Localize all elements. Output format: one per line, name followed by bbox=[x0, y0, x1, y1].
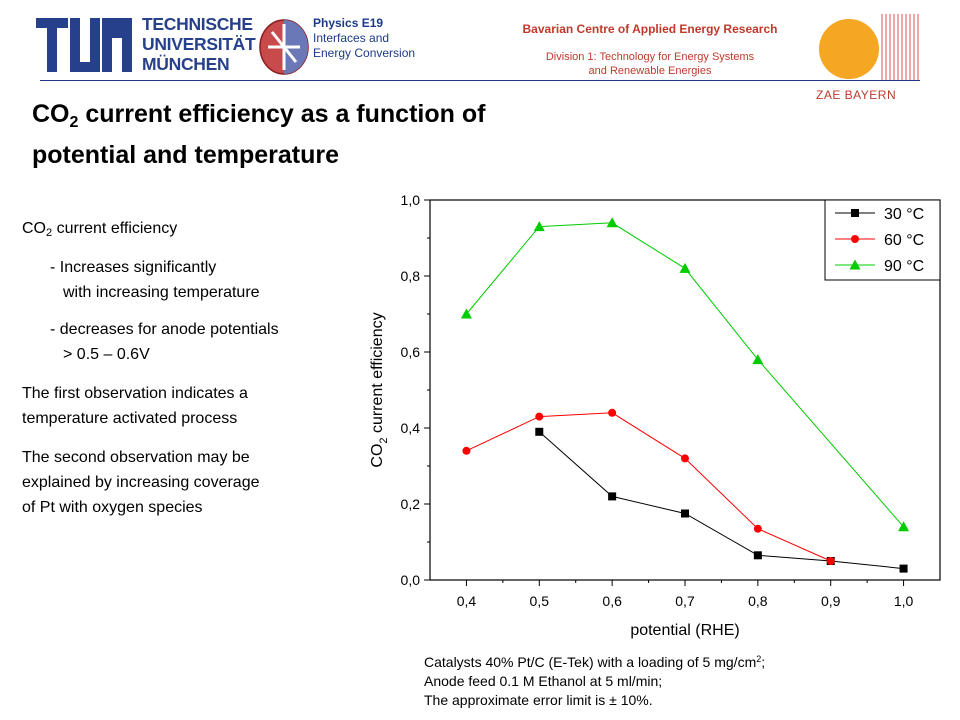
physics-line-1: Interfaces and bbox=[313, 31, 390, 45]
x-tick-label-6: 1,0 bbox=[894, 593, 914, 609]
tum-line-3: MÜNCHEN bbox=[142, 54, 230, 74]
title-line-2: potential and temperature bbox=[32, 141, 339, 169]
bullet-2-line-1: - decreases for anode potentials bbox=[50, 321, 279, 338]
x-tick-label-4: 0,8 bbox=[748, 593, 768, 609]
tum-line-2: UNIVERSITÄT bbox=[142, 34, 256, 54]
legend-items: 30 °C 60 °C 90 °C bbox=[835, 206, 924, 275]
y-tick-label-1: 0,2 bbox=[401, 496, 421, 512]
series-line-1 bbox=[466, 412, 831, 562]
x-tick-label-3: 0,7 bbox=[675, 593, 695, 609]
legend-label-2: 90 °C bbox=[884, 258, 924, 275]
legend-label-1: 60 °C bbox=[884, 232, 924, 249]
y-tick-label-4: 0,8 bbox=[401, 268, 421, 284]
series-2-point-2 bbox=[606, 217, 618, 228]
caption-line-3: The approximate error limit is ± 10%. bbox=[424, 692, 653, 708]
physics-e19-text: Physics E19 Interfaces and Energy Conver… bbox=[313, 16, 415, 61]
caption-line-1: Catalysts 40% Pt/C (E-Tek) with a loadin… bbox=[424, 654, 766, 670]
series-0-point-3 bbox=[753, 551, 762, 560]
header-rule bbox=[40, 80, 920, 81]
series-2-point-4 bbox=[752, 354, 764, 365]
series-1-point-5 bbox=[826, 557, 835, 565]
y-tick-label-5: 1,0 bbox=[401, 192, 421, 208]
y-axis-ticks: 0,0 0,2 0,4 0,6 0,8 1,0 bbox=[401, 192, 430, 588]
title-line-1: CO2 current efficiency as a function of bbox=[32, 100, 486, 131]
division-line-2: and Renewable Energies bbox=[588, 65, 712, 77]
bullet-1-line-2: with increasing temperature bbox=[63, 284, 260, 301]
series-line-2 bbox=[466, 222, 904, 528]
observation-2-line-2: explained by increasing coverage bbox=[22, 474, 260, 491]
co2-efficiency-chart: 0,0 0,2 0,4 0,6 0,8 1,0 0,4 0,5 0,6 0,7 0,8 0,9 1,0… bbox=[369, 192, 941, 639]
chart-caption: Catalysts 40% Pt/C (E-Tek) with a loadin… bbox=[424, 650, 765, 710]
series-2-point-0 bbox=[460, 308, 472, 319]
x-axis-ticks: 0,4 0,5 0,6 0,7 0,8 0,9 1,0 bbox=[457, 580, 914, 609]
series-layer bbox=[460, 217, 910, 573]
observation-1-line-2: temperature activated process bbox=[22, 410, 238, 427]
bullet-1-line-1: - Increases significantly bbox=[50, 259, 217, 276]
y-tick-label-2: 0,4 bbox=[401, 420, 421, 436]
observation-2-line-1: The second observation may be bbox=[22, 449, 250, 466]
zae-stripes-decoration bbox=[881, 14, 919, 80]
tum-wordmark: TECHNISCHE UNIVERSITÄT MÜNCHEN bbox=[142, 14, 256, 74]
bullet-2-line-2: > 0.5 – 0.6V bbox=[63, 346, 150, 363]
series-1-point-3 bbox=[681, 454, 689, 463]
zae-sun-logo bbox=[819, 19, 879, 79]
x-tick-label-0: 0,4 bbox=[457, 593, 477, 609]
series-line-0 bbox=[538, 431, 904, 570]
series-0-point-1 bbox=[608, 492, 617, 501]
legend-marker-1 bbox=[851, 235, 859, 243]
y-axis-label: CO2 current efficiency bbox=[369, 312, 390, 467]
tum-line-1: TECHNISCHE bbox=[142, 14, 253, 34]
bavarian-centre-title: Bavarian Centre of Applied Energy Resear… bbox=[522, 22, 778, 36]
division-line-1: Division 1: Technology for Energy System… bbox=[545, 51, 755, 63]
series-0-point-5 bbox=[899, 564, 908, 573]
zae-bayern-label: ZAE BAYERN bbox=[816, 88, 897, 102]
caption-line-2: Anode feed 0.1 M Ethanol at 5 ml/min; bbox=[424, 673, 663, 689]
x-axis-label: potential (RHE) bbox=[630, 622, 739, 639]
y-tick-label-0: 0,0 bbox=[401, 572, 421, 588]
series-0-point-0 bbox=[535, 427, 544, 436]
series-0-point-2 bbox=[681, 509, 689, 518]
legend: 30 °C 60 °C 90 °C bbox=[824, 199, 941, 281]
physics-e19-logo bbox=[259, 19, 309, 75]
series-2-point-3 bbox=[679, 262, 691, 273]
legend-label-0: 30 °C bbox=[884, 206, 924, 223]
series-1-point-1 bbox=[535, 412, 544, 421]
series-1-point-2 bbox=[608, 408, 617, 417]
x-tick-label-2: 0,6 bbox=[602, 593, 622, 609]
slide-title: CO2 current efficiency as a function of … bbox=[32, 98, 632, 171]
x-tick-label-1: 0,5 bbox=[530, 593, 550, 609]
physics-title: Physics E19 bbox=[313, 16, 384, 30]
tum-logo bbox=[36, 18, 132, 72]
observation-2-line-3: of Pt with oxygen species bbox=[22, 499, 203, 516]
body-heading: CO2 current efficiency bbox=[22, 220, 178, 239]
x-tick-label-5: 0,9 bbox=[821, 593, 841, 609]
division-text: Division 1: Technology for Energy System… bbox=[485, 50, 815, 78]
series-2-point-1 bbox=[533, 221, 545, 232]
legend-marker-0 bbox=[851, 209, 859, 217]
observation-1-line-1: The first observation indicates a bbox=[22, 385, 248, 402]
y-tick-label-3: 0,6 bbox=[401, 344, 421, 360]
series-1-point-4 bbox=[753, 524, 762, 533]
legend-marker-2 bbox=[849, 259, 861, 270]
series-2-point-5 bbox=[898, 521, 910, 532]
physics-line-2: Energy Conversion bbox=[313, 46, 416, 60]
series-1-point-0 bbox=[462, 446, 471, 455]
